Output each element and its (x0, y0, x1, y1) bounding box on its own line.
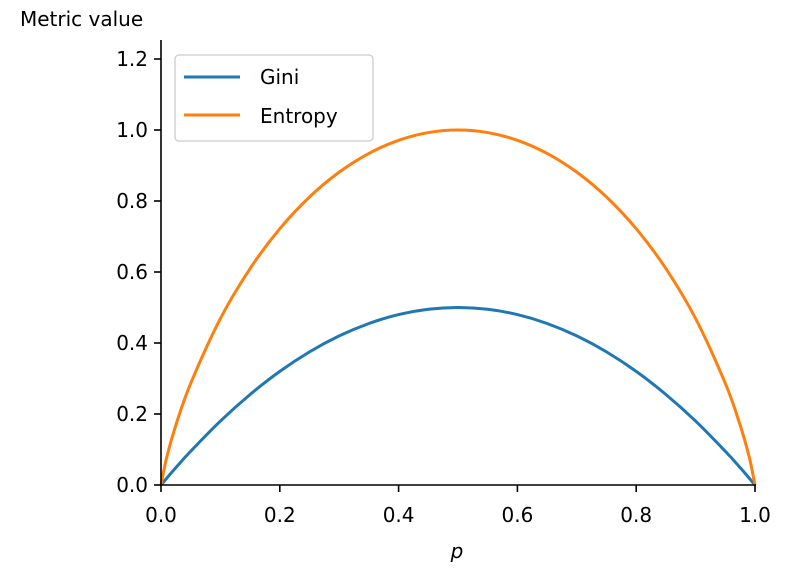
x-tick-label: 0.2 (264, 503, 296, 527)
y-ticks: 0.0 0.2 0.4 0.6 0.8 1.0 1.2 (116, 47, 161, 497)
y-tick-label: 0.2 (116, 402, 148, 426)
legend-label-entropy: Entropy (260, 104, 338, 128)
series-lines (159, 128, 757, 486)
x-tick-label: 0.0 (145, 503, 177, 527)
x-tick-label: 1.0 (739, 503, 771, 527)
legend-label-gini: Gini (260, 65, 299, 89)
y-tick-label: 0.6 (116, 260, 148, 284)
x-tick-label: 0.4 (383, 503, 415, 527)
x-tick-label: 0.6 (501, 503, 533, 527)
y-tick-label: 1.0 (116, 118, 148, 142)
x-ticks: 0.0 0.2 0.4 0.6 0.8 1.0 (145, 485, 771, 527)
legend: Gini Entropy (174, 54, 374, 142)
x-tick-label: 0.8 (620, 503, 652, 527)
series-line-gini (159, 305, 757, 486)
y-axis-label: Metric value (20, 7, 143, 31)
series-line-entropy (159, 128, 757, 486)
y-tick-label: 0.0 (116, 473, 148, 497)
y-tick-label: 0.8 (116, 189, 148, 213)
y-tick-label: 0.4 (116, 331, 148, 355)
x-axis-label: p (450, 539, 464, 563)
y-tick-label: 1.2 (116, 47, 148, 71)
